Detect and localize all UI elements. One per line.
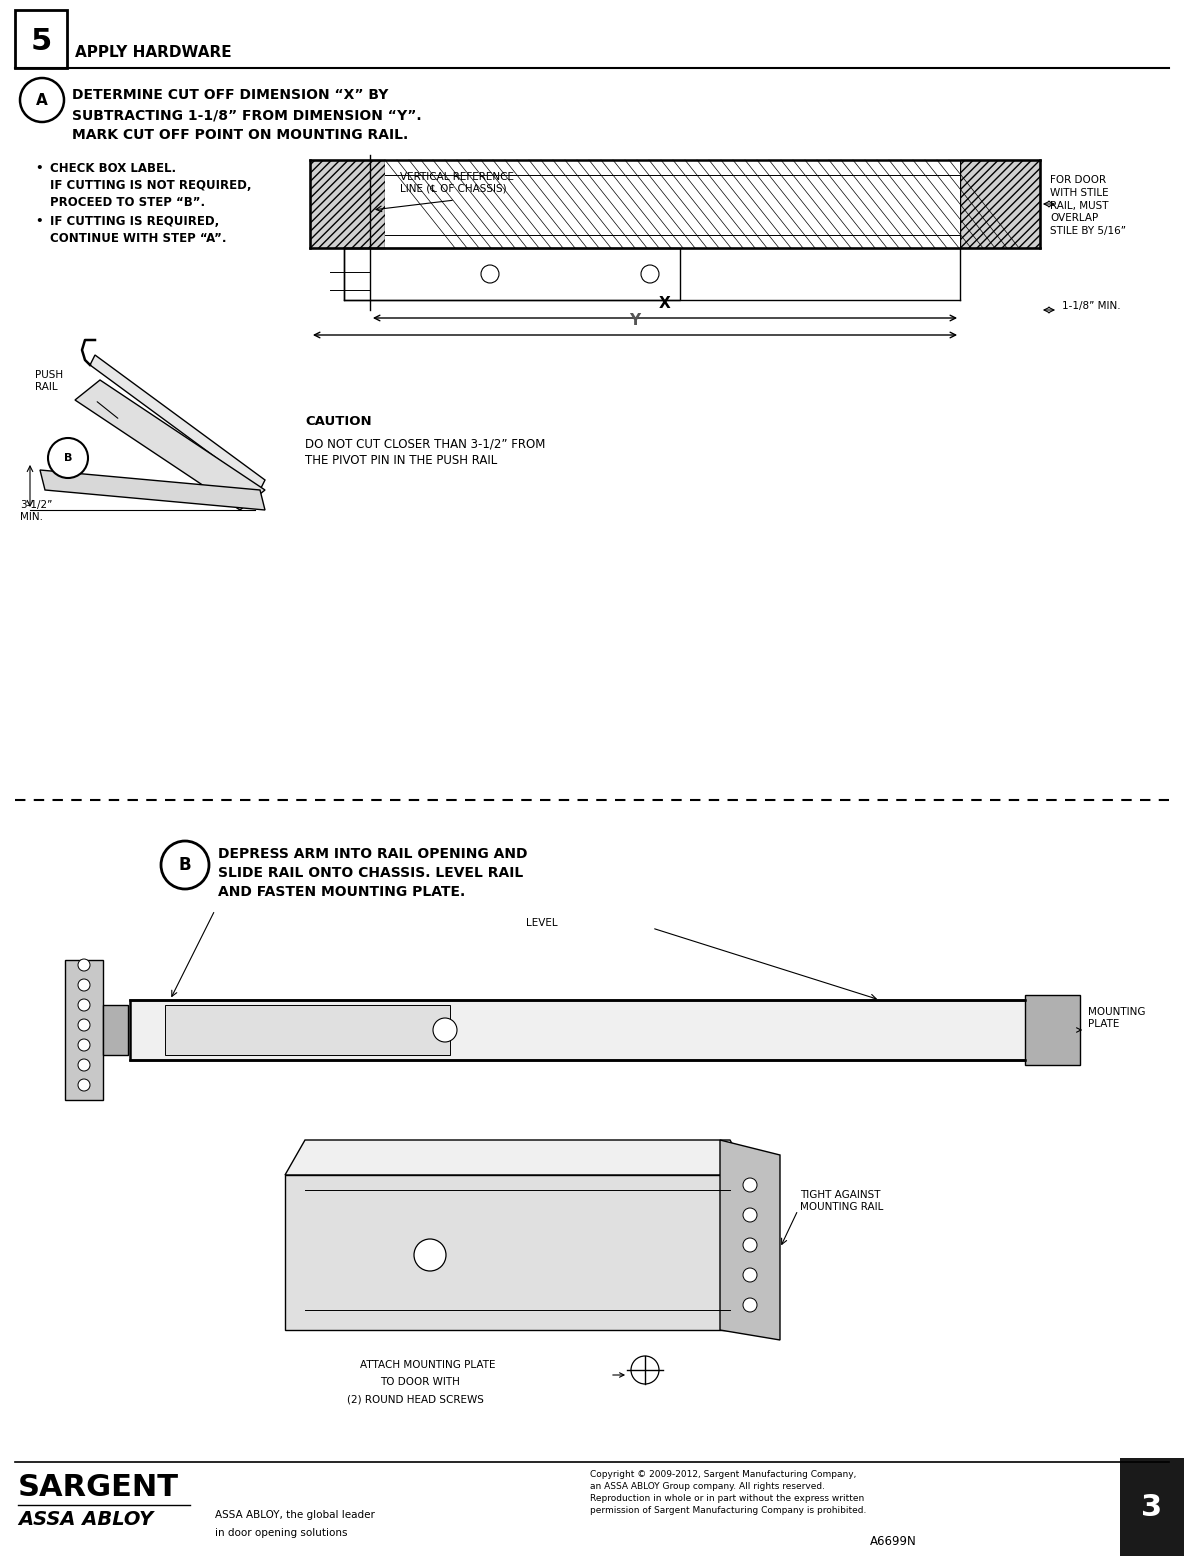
Polygon shape bbox=[75, 380, 265, 510]
Text: TO DOOR WITH: TO DOOR WITH bbox=[380, 1377, 459, 1386]
Text: Copyright © 2009-2012, Sargent Manufacturing Company,
an ASSA ABLOY Group compan: Copyright © 2009-2012, Sargent Manufactu… bbox=[590, 1470, 867, 1516]
Text: 1-1/8” MIN.: 1-1/8” MIN. bbox=[1062, 300, 1120, 311]
Text: TIGHT AGAINST
MOUNTING RAIL: TIGHT AGAINST MOUNTING RAIL bbox=[800, 1190, 883, 1212]
Text: AND FASTEN MOUNTING PLATE.: AND FASTEN MOUNTING PLATE. bbox=[218, 885, 465, 899]
Text: CAUTION: CAUTION bbox=[305, 415, 372, 428]
Text: SARGENT: SARGENT bbox=[18, 1474, 179, 1502]
Circle shape bbox=[78, 958, 90, 971]
Text: MARK CUT OFF POINT ON MOUNTING RAIL.: MARK CUT OFF POINT ON MOUNTING RAIL. bbox=[72, 128, 408, 142]
Bar bbox=[385, 160, 960, 247]
Text: IF CUTTING IS NOT REQUIRED,
PROCEED TO STEP “B”.: IF CUTTING IS NOT REQUIRED, PROCEED TO S… bbox=[50, 179, 251, 209]
Circle shape bbox=[641, 265, 659, 283]
Text: SLIDE RAIL ONTO CHASSIS. LEVEL RAIL: SLIDE RAIL ONTO CHASSIS. LEVEL RAIL bbox=[218, 867, 523, 881]
Circle shape bbox=[20, 78, 64, 121]
Circle shape bbox=[78, 1019, 90, 1032]
Text: 5: 5 bbox=[31, 26, 52, 56]
Circle shape bbox=[78, 1078, 90, 1091]
Text: ATTACH MOUNTING PLATE: ATTACH MOUNTING PLATE bbox=[360, 1360, 495, 1369]
Circle shape bbox=[78, 1060, 90, 1071]
Text: FOR DOOR
WITH STILE
RAIL, MUST
OVERLAP
STILE BY 5/16”: FOR DOOR WITH STILE RAIL, MUST OVERLAP S… bbox=[1050, 174, 1126, 237]
Text: 3: 3 bbox=[1141, 1494, 1163, 1522]
Text: DEPRESS ARM INTO RAIL OPENING AND: DEPRESS ARM INTO RAIL OPENING AND bbox=[218, 846, 528, 860]
Bar bbox=[15, 9, 67, 68]
Bar bbox=[130, 1001, 1045, 1060]
Bar bbox=[310, 160, 385, 247]
Text: VERTICAL REFERENCE
LINE (℄ OF CHASSIS): VERTICAL REFERENCE LINE (℄ OF CHASSIS) bbox=[400, 173, 514, 193]
Text: ASSA ABLOY, the global leader: ASSA ABLOY, the global leader bbox=[215, 1509, 375, 1520]
Polygon shape bbox=[40, 470, 265, 510]
Circle shape bbox=[161, 840, 210, 888]
Text: DETERMINE CUT OFF DIMENSION “X” BY: DETERMINE CUT OFF DIMENSION “X” BY bbox=[72, 89, 388, 103]
Bar bbox=[103, 1005, 128, 1055]
Text: CONTINUE WITH STEP “A”.: CONTINUE WITH STEP “A”. bbox=[50, 232, 226, 244]
Text: PUSH
RAIL: PUSH RAIL bbox=[36, 370, 63, 392]
Circle shape bbox=[78, 1039, 90, 1050]
Text: in door opening solutions: in door opening solutions bbox=[215, 1528, 347, 1537]
Bar bbox=[65, 960, 103, 1100]
Circle shape bbox=[481, 265, 498, 283]
Circle shape bbox=[78, 979, 90, 991]
Text: 3-1/2”
MIN.: 3-1/2” MIN. bbox=[20, 499, 52, 523]
Text: •: • bbox=[36, 215, 43, 229]
Polygon shape bbox=[285, 1175, 749, 1330]
Circle shape bbox=[78, 999, 90, 1011]
Text: DO NOT CUT CLOSER THAN 3-1/2” FROM
THE PIVOT PIN IN THE PUSH RAIL: DO NOT CUT CLOSER THAN 3-1/2” FROM THE P… bbox=[305, 437, 546, 467]
Circle shape bbox=[631, 1355, 659, 1383]
Circle shape bbox=[744, 1239, 757, 1253]
Text: B: B bbox=[179, 856, 192, 874]
Text: ASSA ABLOY: ASSA ABLOY bbox=[18, 1509, 153, 1530]
Text: IF CUTTING IS REQUIRED,: IF CUTTING IS REQUIRED, bbox=[50, 215, 219, 229]
Text: APPLY HARDWARE: APPLY HARDWARE bbox=[75, 45, 232, 59]
Bar bbox=[1120, 1458, 1184, 1556]
Bar bbox=[960, 160, 1040, 247]
Circle shape bbox=[744, 1268, 757, 1282]
Text: Y: Y bbox=[630, 313, 641, 328]
Bar bbox=[165, 1005, 450, 1055]
Text: LEVEL: LEVEL bbox=[526, 918, 558, 927]
Circle shape bbox=[433, 1018, 457, 1043]
Polygon shape bbox=[720, 1141, 780, 1340]
Circle shape bbox=[744, 1207, 757, 1221]
Circle shape bbox=[744, 1298, 757, 1312]
Text: •: • bbox=[36, 162, 43, 174]
Text: X: X bbox=[659, 296, 671, 311]
Circle shape bbox=[414, 1239, 446, 1271]
Text: MOUNTING
PLATE: MOUNTING PLATE bbox=[1088, 1007, 1145, 1029]
Circle shape bbox=[744, 1178, 757, 1192]
Polygon shape bbox=[90, 355, 265, 490]
Text: CHECK BOX LABEL.: CHECK BOX LABEL. bbox=[50, 162, 176, 174]
Polygon shape bbox=[285, 1141, 749, 1175]
Text: A: A bbox=[37, 92, 47, 107]
Text: A6699N: A6699N bbox=[870, 1536, 916, 1548]
Text: B: B bbox=[64, 453, 72, 464]
Text: (2) ROUND HEAD SCREWS: (2) ROUND HEAD SCREWS bbox=[347, 1394, 484, 1404]
Circle shape bbox=[49, 437, 88, 478]
Text: SUBTRACTING 1-1/8” FROM DIMENSION “Y”.: SUBTRACTING 1-1/8” FROM DIMENSION “Y”. bbox=[72, 107, 422, 121]
Bar bbox=[1025, 994, 1080, 1064]
